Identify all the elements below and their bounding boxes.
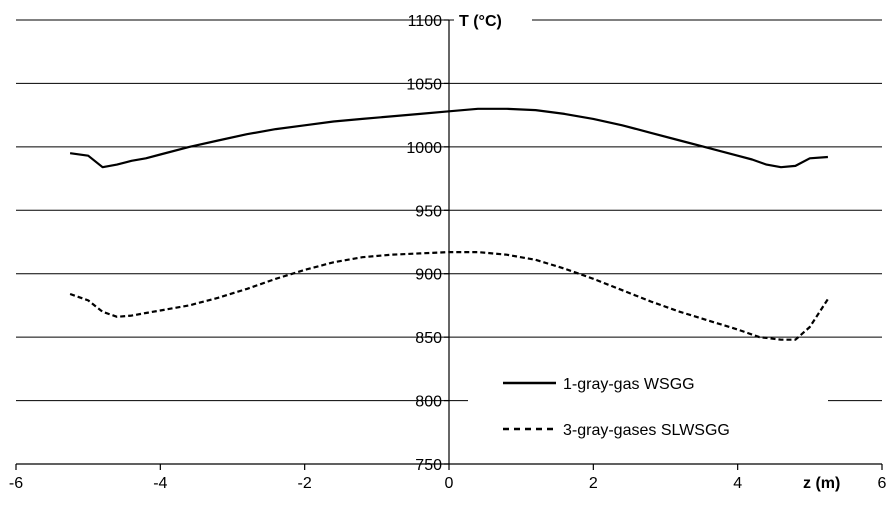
y-tick-label-3: 900	[415, 267, 442, 284]
series-line-2	[69, 251, 829, 341]
y-tick-label-6: 1050	[406, 76, 442, 93]
x-tick-label-3: 0	[445, 475, 454, 492]
axis-titles: T (°C) z (m)	[454, 8, 861, 496]
x-axis-title-background	[797, 470, 861, 496]
x-tick-label-4: 2	[589, 475, 598, 492]
x-tick-label-2: -2	[298, 475, 312, 492]
y-axis-title-background	[454, 8, 532, 32]
x-axis-title: z (m)	[803, 475, 840, 492]
y-tick-label-7: 1100	[408, 13, 443, 30]
y-tick-label-5: 1000	[406, 140, 442, 157]
legend-label-series-2: 3-gray-gases SLWSGG	[563, 422, 730, 439]
legend-background	[468, 350, 828, 452]
y-tick-label-2: 850	[415, 330, 442, 347]
tick-labels: -6 -4 -2 0 2 4 6 750 800 850 900 950 1000 1050 1100	[9, 13, 887, 492]
x-tick-label-6: 6	[878, 475, 887, 492]
axes	[15, 19, 883, 470]
x-tick-label-0: -6	[9, 475, 23, 492]
x-tick-label-5: 4	[733, 475, 742, 492]
legend-label-series-1: 1-gray-gas WSGG	[563, 376, 695, 393]
y-tick-label-0: 750	[415, 457, 442, 474]
y-tick-label-4: 950	[415, 203, 442, 220]
y-tick-label-1: 800	[415, 394, 442, 411]
y-axis-title: T (°C)	[459, 13, 502, 30]
x-tick-label-1: -4	[153, 475, 167, 492]
legend: 1-gray-gas WSGG 3-gray-gases SLWSGG	[468, 350, 828, 452]
